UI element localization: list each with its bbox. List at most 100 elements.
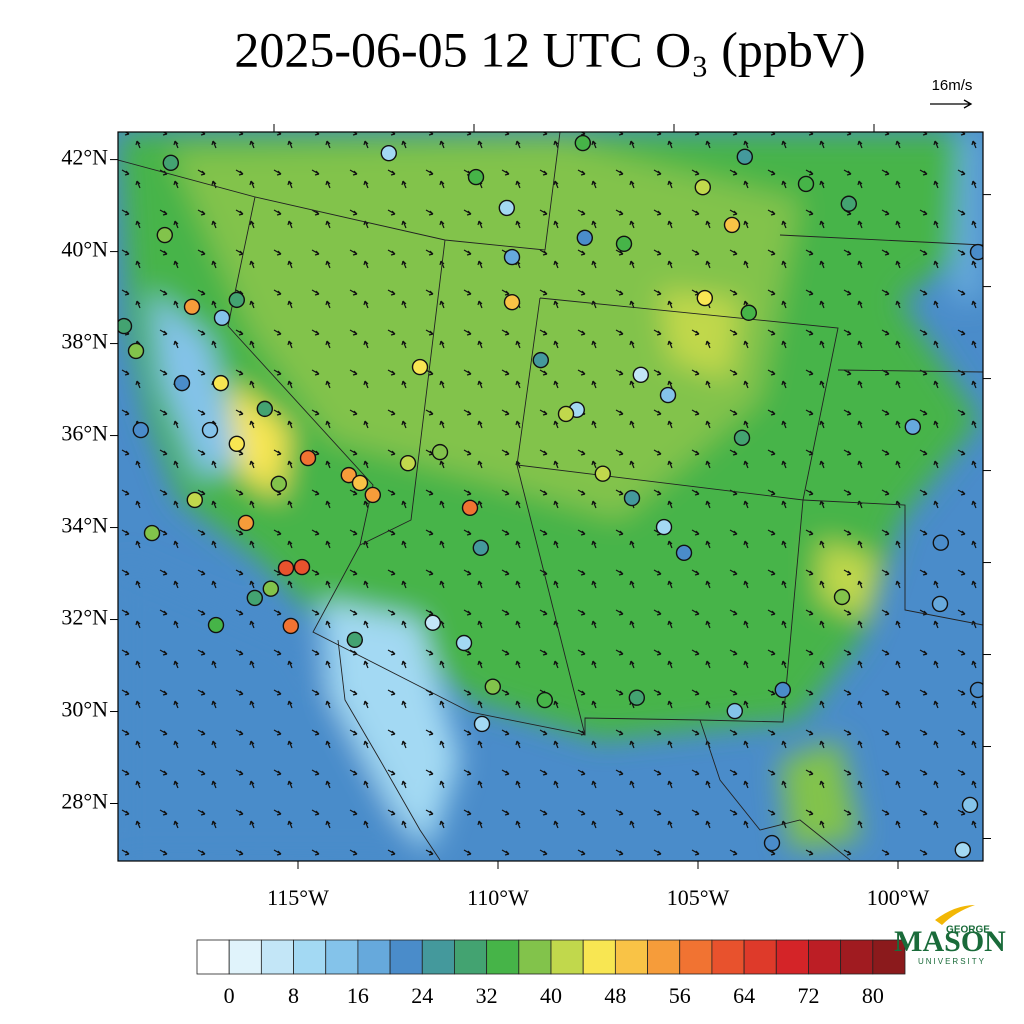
colorbar-tick-label: 32	[476, 983, 498, 1008]
station	[143, 524, 161, 542]
vector-label: 16m/s	[932, 77, 973, 94]
borders	[118, 132, 983, 861]
station	[726, 702, 743, 720]
colorbar-box	[614, 939, 648, 975]
station	[455, 634, 473, 652]
colorbar-box	[293, 939, 327, 975]
lat-tick-label: 42°N	[61, 145, 108, 170]
lon-tick-label: 110°W	[467, 885, 529, 910]
station	[615, 235, 633, 252]
colorbar-box	[325, 939, 359, 975]
station	[623, 489, 641, 507]
lon-tick-label: 105°W	[667, 885, 730, 910]
station	[833, 588, 851, 606]
colorbar-box	[743, 939, 777, 975]
station	[840, 195, 857, 212]
map-frame	[117, 131, 984, 862]
station	[364, 486, 381, 504]
station	[694, 178, 711, 196]
colorbar-box	[679, 939, 713, 975]
station	[740, 304, 757, 321]
station	[201, 421, 219, 439]
wind-vectors	[118, 132, 983, 861]
lat-tick-label: 32°N	[61, 605, 108, 630]
station	[797, 175, 815, 193]
station	[186, 491, 204, 509]
station	[340, 466, 357, 484]
station	[472, 539, 489, 556]
station	[498, 199, 515, 217]
station	[282, 617, 299, 635]
colorbar-tick-label: 48	[604, 983, 626, 1008]
station	[207, 616, 225, 634]
station	[424, 614, 441, 631]
colorbar-box	[518, 939, 552, 975]
field	[118, 132, 983, 861]
logo-bottom: UNIVERSITY	[918, 957, 986, 966]
station	[277, 559, 295, 577]
station	[733, 429, 751, 447]
colorbar: 0 8 16 24 32 40 48 56 64 72 80	[196, 939, 906, 1008]
colorbar-box	[647, 939, 681, 975]
axes: 42°N 40°N 38°N 36°N 34°N 32°N 30°N 28°N 115°W 110…	[61, 124, 991, 910]
colorbar-tick-label: 64	[733, 983, 755, 1008]
station	[931, 595, 949, 613]
station	[904, 418, 921, 436]
station	[156, 226, 174, 244]
station	[557, 405, 575, 423]
station	[212, 374, 230, 392]
colorbar-box	[711, 939, 745, 975]
station	[576, 229, 593, 246]
station	[183, 298, 201, 315]
colorbar-box	[486, 939, 520, 975]
logo: GEORGE MASON UNIVERSITY	[894, 905, 1006, 966]
station	[431, 443, 449, 461]
station	[162, 154, 180, 172]
station	[228, 291, 246, 309]
colorbar-box	[389, 939, 423, 975]
station	[173, 374, 191, 392]
station	[594, 465, 611, 482]
station	[467, 168, 485, 186]
station	[696, 289, 713, 307]
station	[256, 400, 273, 418]
station	[628, 689, 645, 706]
station	[532, 351, 549, 369]
lat-tick-label: 38°N	[61, 329, 108, 354]
vector-ref-arrow	[930, 99, 973, 109]
station	[380, 144, 397, 162]
logo-name: MASON	[894, 925, 1006, 958]
colorbar-tick-label: 0	[224, 983, 235, 1008]
lat-tick-label: 28°N	[61, 789, 108, 814]
colorbar-box	[196, 939, 230, 975]
colorbar-box	[582, 939, 616, 975]
station	[246, 589, 264, 607]
colorbar-tick-label: 56	[669, 983, 691, 1008]
lat-tick-label: 40°N	[61, 237, 108, 262]
station	[237, 514, 255, 532]
logo-top: GEORGE	[946, 925, 990, 936]
station	[484, 678, 501, 695]
station	[574, 134, 591, 152]
colorbar-tick-label: 24	[411, 983, 433, 1008]
station	[675, 544, 693, 562]
colorbar-box	[228, 939, 262, 975]
colorbar-box	[421, 939, 455, 975]
station	[132, 421, 150, 439]
station	[411, 358, 429, 376]
station	[969, 243, 983, 261]
station	[763, 834, 781, 852]
station	[723, 216, 741, 234]
station	[127, 342, 145, 360]
station	[961, 796, 979, 814]
station	[399, 454, 417, 472]
station	[351, 474, 369, 492]
station	[228, 435, 246, 453]
title: 2025-06-05 12 UTC O₃ (ppbV)	[234, 21, 865, 77]
colorbar-tick-label: 16	[347, 983, 369, 1008]
station	[659, 386, 677, 404]
colorbar-box	[872, 939, 906, 975]
station	[503, 248, 521, 266]
station	[655, 518, 673, 536]
colorbar-tick-label: 8	[288, 983, 299, 1008]
